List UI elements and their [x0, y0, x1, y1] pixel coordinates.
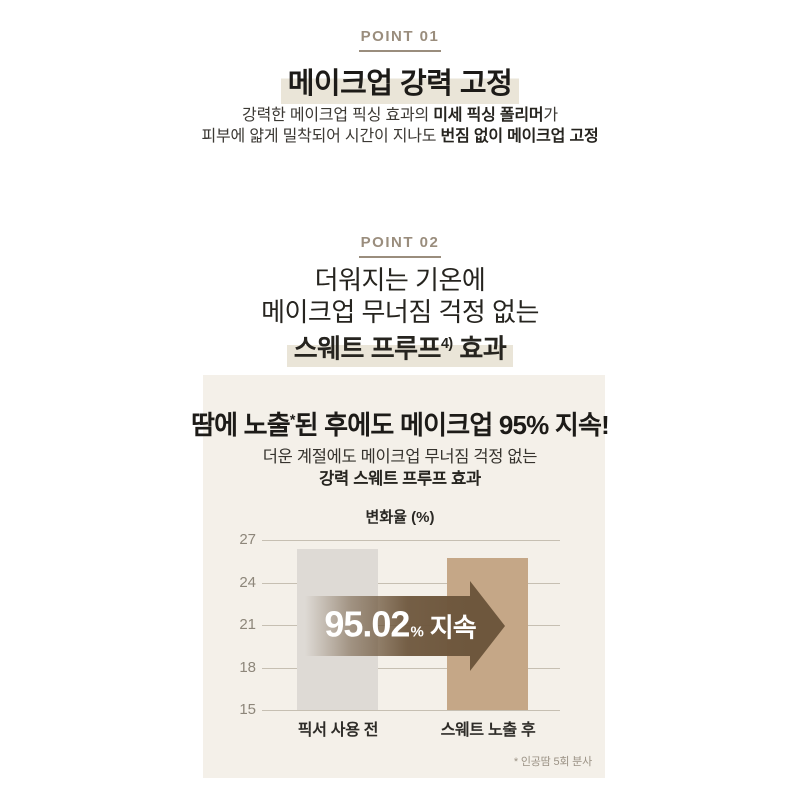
gridline [262, 540, 560, 541]
point2-hl-text: 스웨트 프루프 [293, 333, 442, 364]
panel-subtitle-1: 더운 계절에도 메이크업 무너짐 걱정 없는 [262, 448, 538, 466]
arrow-head-icon [470, 581, 505, 671]
y-tick-label: 21 [239, 616, 256, 633]
arrow-right-shape: 95.02 % 지속 [300, 581, 510, 671]
x-label-before: 픽서 사용 전 [297, 722, 379, 739]
point2-title-line1: 더워지는 기온에 [314, 265, 486, 295]
point2-hl-tail: 효과 [452, 333, 507, 364]
y-tick-label: 24 [239, 573, 256, 591]
y-tick-label: 15 [239, 701, 256, 718]
panel-subtitle-2: 강력 스웨트 프루프 효과 [319, 470, 481, 488]
point1-body-line1: 강력한 메이크업 픽싱 효과의 미세 픽싱 폴리머가 [0, 105, 800, 126]
arrow-annotation: 95.02 % 지속 [300, 604, 500, 646]
panel-headline: 땀에 노출*된 후에도 메이크업 95% 지속! [0, 405, 800, 442]
point1-title-row: 메이크업 강력 고정 [0, 60, 800, 104]
point2-label: POINT 02 [358, 234, 442, 258]
point1-body2-normal: 피부에 얇게 밀착되어 시간이 지나도 [201, 128, 441, 145]
annotation-label: 지속 [429, 612, 477, 643]
point1-body1-tail: 가 [543, 107, 558, 124]
x-label-after: 스웨트 노출 후 [440, 722, 536, 739]
annotation-number: 95.02 [324, 603, 410, 645]
point2-title-line2: 메이크업 무너짐 걱정 없는 [261, 297, 539, 327]
y-tick-label: 18 [239, 658, 256, 676]
point1-body1-normal: 강력한 메이크업 픽싱 효과의 [242, 107, 434, 124]
y-tick-label: 27 [239, 531, 256, 548]
arrow-shaft [305, 596, 470, 656]
gridline [262, 582, 560, 584]
annotation-percent: % [410, 623, 424, 641]
point2-highlight: 스웨트 프루프4) 효과 [286, 329, 514, 367]
point2-hl-sup: 4) [440, 336, 453, 352]
chart-footnote: * 인공땀 5회 분사 [513, 756, 592, 768]
point2-section-header: POINT 02 [0, 234, 800, 258]
point1-label: POINT 01 [358, 28, 442, 52]
headline-post: 된 후에도 메이크업 95% 지속! [294, 410, 610, 440]
headline-pre: 땀에 노출 [190, 410, 291, 440]
point1-section-header: POINT 01 [0, 28, 800, 52]
gridline [262, 667, 560, 669]
point1-body1-bold: 미세 픽싱 폴리머 [433, 107, 544, 124]
point1-body-line2: 피부에 얇게 밀착되어 시간이 지나도 번짐 없이 메이크업 고정 [0, 126, 800, 147]
point1-title: 메이크업 강력 고정 [280, 60, 520, 104]
gridline [262, 710, 560, 711]
point2-title-line3: 스웨트 프루프4) 효과 [0, 329, 800, 367]
point1-body2-bold: 번짐 없이 메이크업 고정 [440, 128, 599, 145]
chart-title: 변화율 (%) [365, 509, 435, 526]
headline-asterisk: * [289, 412, 296, 429]
